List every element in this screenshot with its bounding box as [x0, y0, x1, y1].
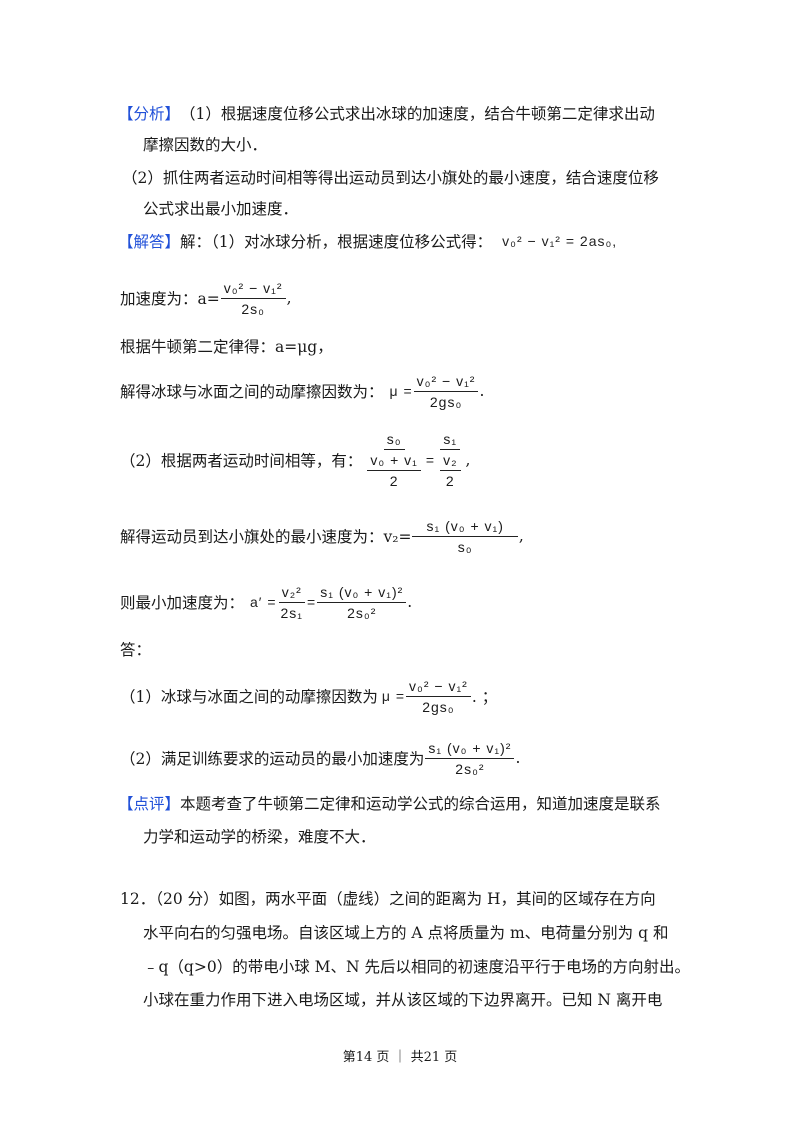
answer-label: 答：: [120, 641, 152, 659]
fraction: s₁ (v₀ + v₁) s₀: [412, 517, 518, 556]
question-line-4: 小球在重力作用下进入电场区域，并从该区域的下边界离开。已知 N 离开电: [143, 991, 663, 1009]
denominator: 2gs₀: [429, 393, 463, 410]
numerator: s₁: [440, 430, 461, 450]
text: （1）冰球与冰面之间的动摩擦因数为: [120, 688, 378, 706]
text: 本题考查了牛顿第二定律和运动学公式的综合运用，知道加速度是联系: [180, 795, 661, 813]
numerator: s₁ (v₀ + v₁): [412, 517, 518, 537]
v2-line: 解得运动员到达小旗处的最小速度为：v₂= s₁ (v₀ + v₁) s₀ ,: [120, 518, 524, 555]
denominator: 2s₀²: [455, 760, 485, 777]
punct: . ；: [471, 688, 498, 706]
denominator: v₂ 2: [436, 450, 464, 490]
analysis-tag: 【分析】: [118, 105, 181, 123]
newton-line: 根据牛顿第二定律得：a=μg，: [120, 338, 333, 356]
analysis-line-4: 公式求出最小加速度．: [143, 200, 299, 218]
text: 解：（1）对冰球分析，根据速度位移公式得：: [180, 233, 493, 251]
denominator: 2s₀²: [347, 604, 377, 621]
punct: ,: [286, 289, 292, 307]
solution-tag: 【解答】: [118, 233, 181, 251]
fraction: v₀² − v₁² 2gs₀: [413, 372, 479, 411]
text: 解得冰球与冰面之间的动摩擦因数为：: [120, 383, 384, 401]
fraction-left: s₀ v₀ + v₁ 2: [363, 430, 425, 490]
numerator: v₀² − v₁²: [406, 677, 471, 697]
denominator: 2: [389, 473, 399, 489]
text: 加速度为：a=: [120, 290, 220, 308]
punct: ,: [465, 451, 471, 469]
denominator: s₀: [457, 538, 473, 555]
denominator: 2gs₀: [422, 698, 455, 715]
fraction-1: v₂² 2s₁: [278, 583, 307, 622]
time-equal-line: （2）根据两者运动时间相等，有： s₀ v₀ + v₁ 2 = s₁ v₂ 2 ,: [120, 431, 471, 489]
mu-lhs: μ =: [389, 383, 413, 399]
analysis-line-1: 【分析】 （1）根据速度位移公式求出冰球的加速度，结合牛顿第二定律求出动: [118, 101, 655, 125]
question-line-3: ﹣q（q>0）的带电小球 M、N 先后以相同的初速度沿平行于电场的方向射出。: [143, 958, 690, 976]
text: 则最小加速度为：: [120, 594, 245, 612]
punct: .: [515, 749, 521, 767]
comment-tag: 【点评】: [118, 795, 181, 813]
fraction: v₀² − v₁² 2gs₀: [406, 677, 471, 716]
inner-fraction: v₀ + v₁ 2: [367, 451, 421, 490]
numerator: v₂²: [278, 583, 305, 603]
inner-fraction: v₂ 2: [440, 451, 461, 490]
formula: v₀² − v₁² = 2as₀,: [502, 233, 618, 249]
punct: .: [407, 593, 413, 611]
mu-lhs: μ =: [381, 688, 406, 704]
answer-2: （2）满足训练要求的运动员的最小加速度为 s₁ (v₀ + v₁)² 2s₀² .: [120, 740, 521, 777]
page-footer: 第14 页 ｜ 共21 页: [342, 1050, 458, 1065]
equals: =: [425, 452, 436, 468]
numerator: v₀² − v₁²: [220, 279, 286, 299]
question-line-2: 水平向右的匀强电场。自该区域上方的 A 点将质量为 m、电荷量分别为 q 和: [143, 924, 669, 942]
text: （2）根据两者运动时间相等，有：: [120, 452, 363, 470]
fraction: s₁ (v₀ + v₁)² 2s₀²: [425, 739, 515, 778]
min-accel-line: 则最小加速度为： a′ = v₂² 2s₁ = s₁ (v₀ + v₁)² 2s₀²…: [120, 584, 413, 621]
fraction-2: s₁ (v₀ + v₁)² 2s₀²: [317, 583, 407, 622]
comment-line-1: 【点评】 本题考查了牛顿第二定律和运动学公式的综合运用，知道加速度是联系: [118, 791, 661, 815]
numerator: v₀² − v₁²: [413, 372, 479, 392]
numerator: s₁ (v₀ + v₁)²: [317, 583, 407, 603]
punct: ,: [518, 527, 524, 545]
mu-line: 解得冰球与冰面之间的动摩擦因数为： μ = v₀² − v₁² 2gs₀ .: [120, 373, 485, 410]
analysis-line-2: 摩擦因数的大小．: [143, 136, 268, 154]
denominator: 2: [445, 473, 455, 489]
analysis-line-3: （2）抓住两者运动时间相等得出运动员到达小旗处的最小速度，结合速度位移: [122, 169, 659, 187]
denominator: 2s₁: [280, 604, 304, 621]
a-prime-lhs: a′ =: [250, 594, 277, 610]
numerator: v₀ + v₁: [367, 451, 421, 471]
numerator: v₂: [440, 451, 461, 471]
solution-line-1: 【解答】 解：（1）对冰球分析，根据速度位移公式得： v₀² − v₁² = 2a…: [118, 229, 617, 253]
numerator: s₁ (v₀ + v₁)²: [425, 739, 515, 759]
acceleration-line: 加速度为：a= v₀² − v₁² 2s₀ ,: [120, 280, 292, 317]
fraction-right: s₁ v₂ 2: [436, 430, 464, 490]
text: （2）满足训练要求的运动员的最小加速度为: [120, 750, 425, 768]
comment-line-2: 力学和运动学的桥梁，难度不大．: [143, 828, 376, 846]
denominator: v₀ + v₁ 2: [363, 450, 425, 490]
text: 解得运动员到达小旗处的最小速度为：v₂=: [120, 528, 412, 546]
answer-1: （1）冰球与冰面之间的动摩擦因数为 μ = v₀² − v₁² 2gs₀ . ；: [120, 678, 498, 715]
text: （1）根据速度位移公式求出冰球的加速度，结合牛顿第二定律求出动: [180, 105, 655, 123]
fraction: v₀² − v₁² 2s₀: [220, 279, 286, 318]
numerator: s₀: [383, 430, 405, 450]
denominator: 2s₀: [241, 300, 265, 317]
punct: .: [479, 382, 485, 400]
equals: =: [307, 594, 317, 610]
question-line-1: 12．（20 分）如图，两水平面（虚线）之间的距离为 H，其间的区域存在方向: [120, 890, 656, 908]
